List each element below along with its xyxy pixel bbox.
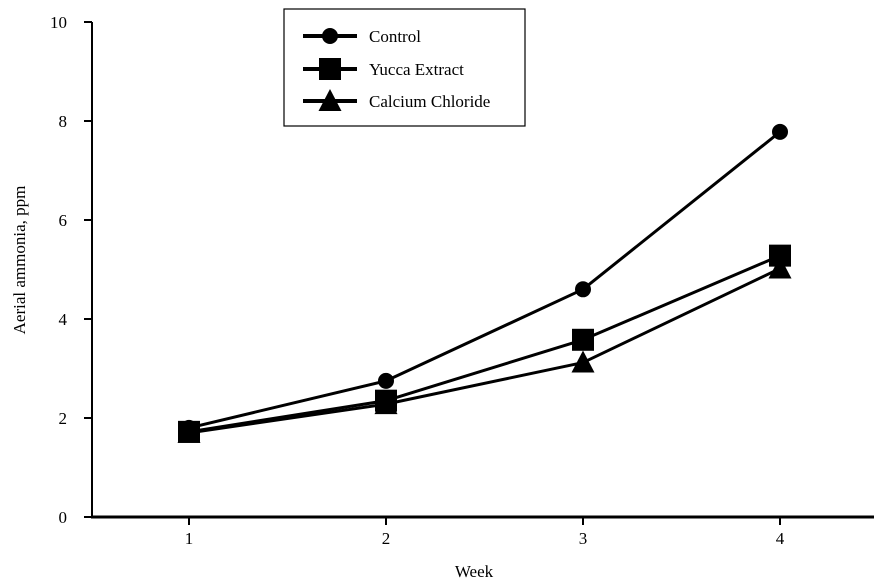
point-control-week-2 [378, 372, 394, 389]
legend: Control Yucca Extract Calcium Chloride [283, 8, 526, 127]
point-yucca-extract-week-4 [769, 244, 791, 267]
point-control-week-1 [181, 419, 197, 436]
y-axis-title: Aerial ammonia, ppm [10, 186, 29, 335]
series-layer [177, 123, 792, 443]
series-control [181, 123, 788, 436]
point-yucca-extract-week-2 [375, 389, 397, 412]
point-yucca-extract-week-3 [572, 328, 594, 351]
point-control-week-4 [772, 123, 788, 140]
point-calcium-chloride-week-3 [571, 350, 595, 373]
y-tick-label: 8 [59, 112, 68, 131]
axes [91, 22, 874, 519]
legend-marker-calcium-chloride [318, 89, 342, 111]
point-calcium-chloride-week-4 [768, 256, 792, 279]
y-tick-label: 2 [59, 409, 68, 428]
y-tick-label: 4 [59, 310, 68, 329]
x-tick-label: 3 [579, 529, 588, 548]
series-line-yucca-extract [188, 254, 781, 434]
y-axis-ticks: 0 2 4 6 8 10 [50, 13, 92, 527]
legend-marker-control [322, 28, 338, 44]
series-yucca-extract [178, 244, 791, 443]
x-axis-title: Week [455, 562, 494, 581]
y-tick-label: 6 [59, 211, 68, 230]
y-tick-label: 0 [59, 508, 68, 527]
series-calcium-chloride [177, 256, 792, 443]
series-line-calcium-chloride [188, 267, 781, 435]
point-control-week-3 [575, 281, 591, 298]
legend-label-calcium-chloride: Calcium Chloride [369, 92, 490, 111]
x-tick-label: 2 [382, 529, 391, 548]
legend-label-control: Control [369, 27, 421, 46]
x-axis-ticks: 1 2 3 4 [185, 517, 785, 548]
legend-marker-yucca-extract [319, 58, 341, 80]
x-tick-label: 1 [185, 529, 194, 548]
y-tick-label: 10 [50, 13, 67, 32]
x-tick-label: 4 [776, 529, 785, 548]
legend-label-yucca-extract: Yucca Extract [369, 60, 464, 79]
series-line-control [188, 130, 781, 430]
